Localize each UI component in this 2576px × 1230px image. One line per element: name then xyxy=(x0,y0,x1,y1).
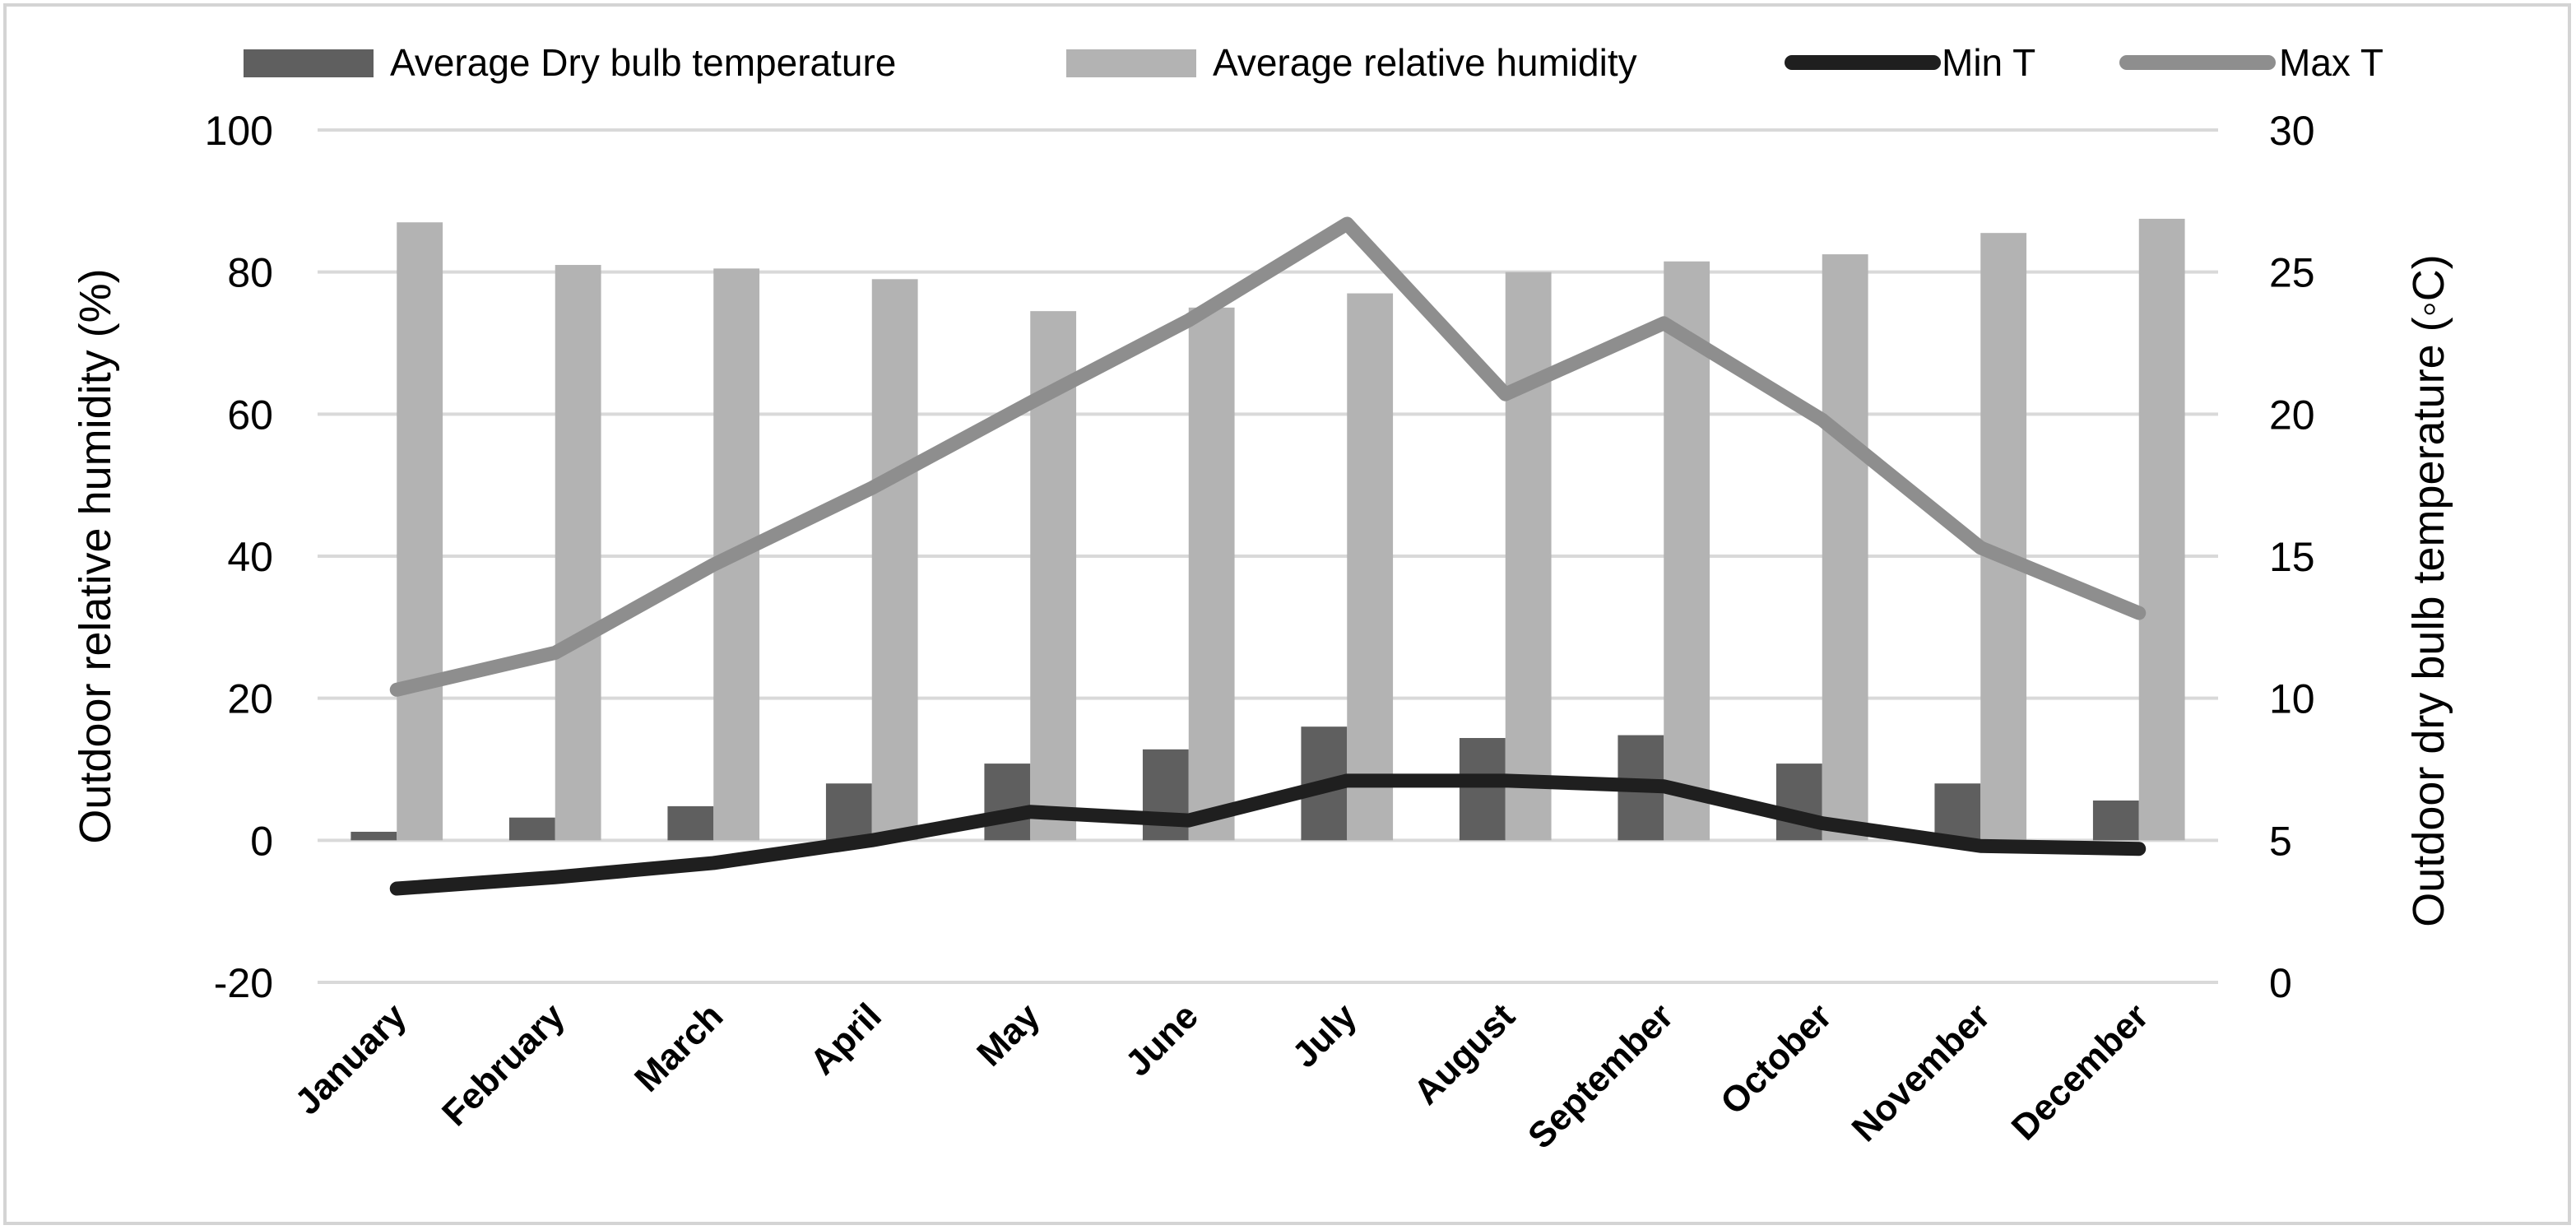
y-tick-label: 0 xyxy=(250,818,273,864)
bars xyxy=(350,218,2185,841)
gridlines xyxy=(318,128,2218,984)
y2-tick-label: 5 xyxy=(2269,818,2292,864)
y2-tick-label: 0 xyxy=(2269,960,2292,1006)
bar-avg-relative-humidity xyxy=(1505,272,1552,841)
bar-avg-relative-humidity xyxy=(1822,254,1868,841)
x-category-label: May xyxy=(969,996,1048,1075)
legend-label-max-t: Max T xyxy=(2279,41,2383,84)
x-category-label: October xyxy=(1713,996,1840,1122)
y-tick-label: 20 xyxy=(227,676,273,722)
legend-label-min-t: Min T xyxy=(1942,41,2035,84)
bar-avg-relative-humidity xyxy=(2138,218,2185,841)
y-tick-label: 80 xyxy=(227,250,273,296)
bar-avg-relative-humidity xyxy=(871,279,918,841)
y2-tick-label: 30 xyxy=(2269,108,2315,154)
bar-avg-dry-bulb-temperature xyxy=(984,764,1031,841)
y-tick-label: 60 xyxy=(227,392,273,438)
bar-avg-dry-bulb-temperature xyxy=(2092,800,2139,841)
x-category-label: August xyxy=(1406,996,1523,1112)
category-labels: January February March April May June July Augu… xyxy=(287,996,2156,1157)
legend-label-avg-dry-bulb: Average Dry bulb temperature xyxy=(390,41,896,84)
x-category-label: November xyxy=(1845,996,1998,1149)
bar-avg-dry-bulb-temperature xyxy=(667,805,714,841)
legend-label-avg-rh: Average relative humidity xyxy=(1213,41,1637,84)
line-max-t xyxy=(389,216,2147,697)
bar-avg-dry-bulb-temperature xyxy=(508,817,555,841)
y2-tick-label: 20 xyxy=(2269,392,2315,438)
x-category-label: March xyxy=(627,996,731,1099)
x-category-label: July xyxy=(1284,996,1364,1075)
y-axis-title: Outdoor relative humidity (%) xyxy=(71,268,120,843)
legend: Average Dry bulb temperature Average rel… xyxy=(244,41,2383,84)
x-category-label: June xyxy=(1118,996,1206,1084)
x-category-label: January xyxy=(287,996,414,1122)
lines xyxy=(389,216,2147,896)
bar-avg-relative-humidity xyxy=(1664,261,1710,841)
legend-swatch-avg-dry-bulb xyxy=(244,49,374,77)
y2-axis-title: Outdoor dry bulb temperature (◦C) xyxy=(2404,254,2453,927)
bar-avg-relative-humidity xyxy=(1188,307,1235,841)
x-category-label: December xyxy=(2004,996,2156,1148)
bar-avg-relative-humidity xyxy=(555,265,601,841)
bar-avg-dry-bulb-temperature xyxy=(1934,783,1981,841)
bar-avg-dry-bulb-temperature xyxy=(1459,738,1506,841)
x-category-label: April xyxy=(802,996,889,1083)
bar-avg-dry-bulb-temperature xyxy=(825,783,872,841)
bar-avg-relative-humidity xyxy=(1980,233,2027,841)
bar-avg-relative-humidity xyxy=(1347,293,1394,841)
x-category-label: September xyxy=(1520,996,1681,1156)
x-category-label: February xyxy=(434,996,573,1134)
legend-swatch-avg-rh xyxy=(1066,49,1196,77)
y2-tick-label: 10 xyxy=(2269,676,2315,722)
tick-labels: 100 80 60 40 20 0 -20 30 25 20 15 10 5 0 xyxy=(205,108,2315,1006)
y2-tick-label: 15 xyxy=(2269,534,2315,580)
y-tick-label: 100 xyxy=(205,108,273,154)
line-min-t xyxy=(389,773,2147,896)
y-tick-label: 40 xyxy=(227,534,273,580)
bar-avg-relative-humidity xyxy=(397,222,443,841)
y2-tick-label: 25 xyxy=(2269,250,2315,296)
bar-avg-dry-bulb-temperature xyxy=(350,831,397,841)
y-tick-label: -20 xyxy=(214,960,273,1006)
